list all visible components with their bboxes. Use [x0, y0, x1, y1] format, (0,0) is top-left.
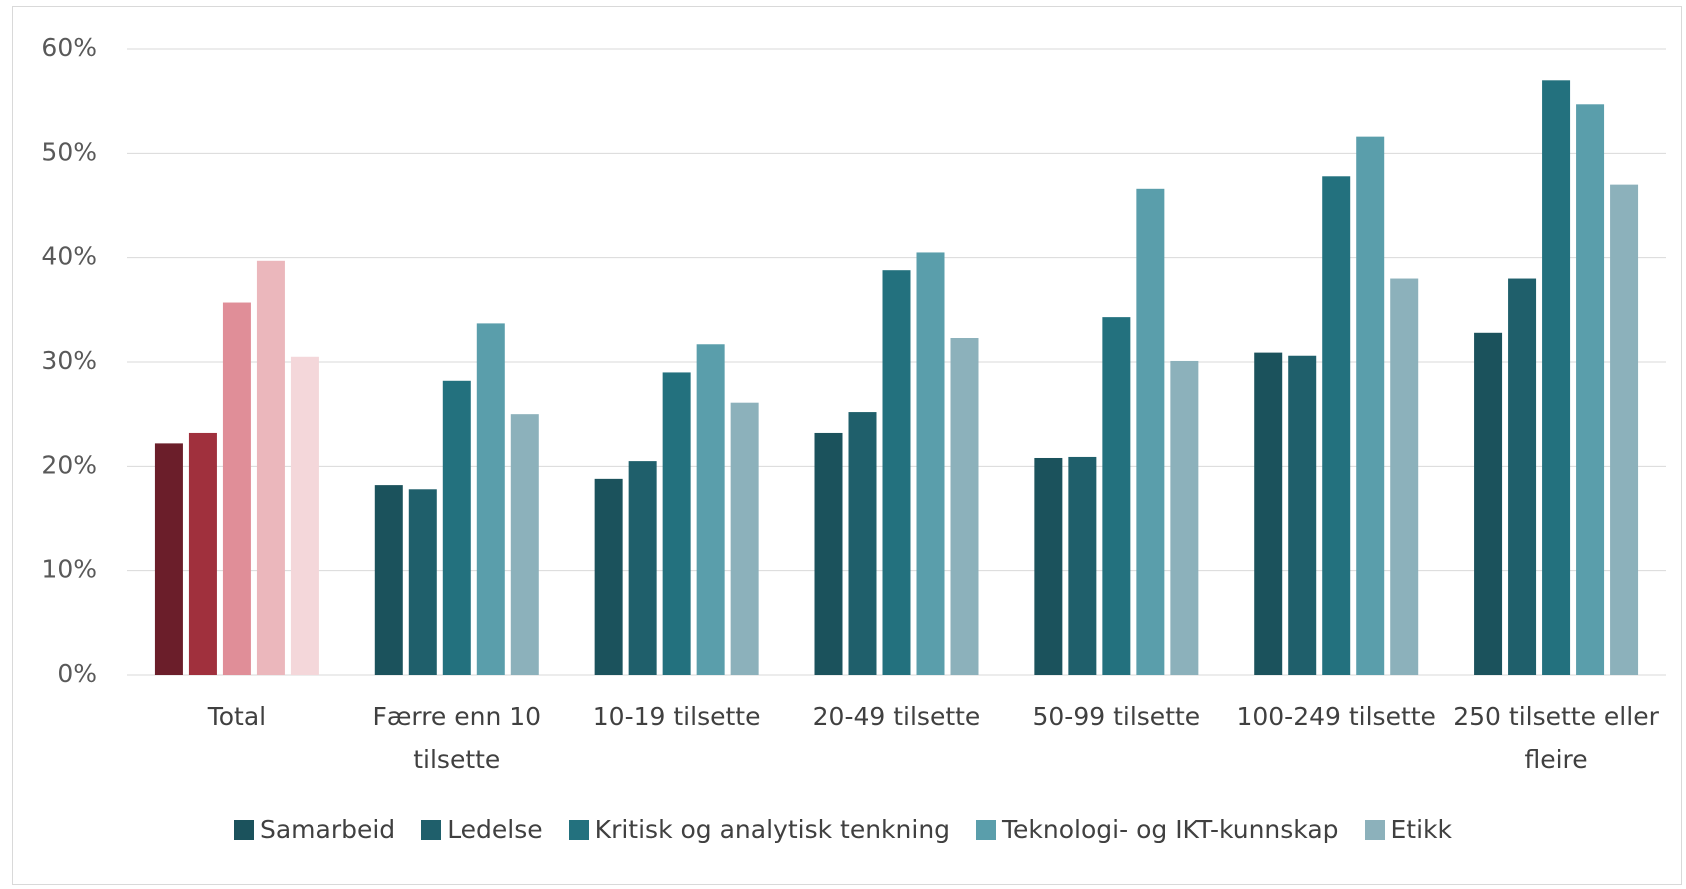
y-tick-label: 0% [57, 659, 97, 688]
bar [442, 380, 471, 675]
legend-label: Teknologi- og IKT-kunnskap [1002, 815, 1339, 844]
bar [1508, 278, 1537, 675]
y-tick-label: 20% [41, 450, 97, 479]
legend-swatch [421, 819, 442, 840]
legend-label: Etikk [1390, 815, 1453, 844]
legend-swatch [976, 819, 997, 840]
legend-item: Teknologi- og IKT-kunnskap [976, 815, 1339, 844]
y-tick-label: 50% [41, 137, 97, 166]
bar [814, 432, 843, 675]
legend-item: Ledelse [421, 815, 543, 844]
bar [1390, 278, 1419, 675]
legend-label: Samarbeid [259, 815, 396, 844]
bar [730, 402, 759, 675]
bar [1034, 457, 1063, 675]
bar [916, 252, 945, 675]
bar [1102, 317, 1131, 675]
legend-item: Etikk [1364, 815, 1453, 844]
legend-swatch [233, 819, 254, 840]
bar [848, 412, 877, 675]
legend: Samarbeid Ledelse Kritisk og analytisk ten… [0, 815, 1686, 844]
legend-label: Kritisk og analytisk tenkning [594, 815, 951, 844]
bar [1356, 136, 1385, 675]
bar [950, 338, 979, 675]
bar [628, 461, 657, 675]
bar [882, 270, 911, 675]
bar [374, 485, 403, 675]
bar [1322, 176, 1351, 675]
bar [188, 432, 217, 675]
bar [1170, 360, 1199, 675]
legend-swatch [1364, 819, 1385, 840]
bar [1610, 184, 1639, 675]
y-tick-label: 40% [41, 242, 97, 271]
x-tick-label: 100-249 tilsette [1236, 702, 1436, 731]
bar [696, 344, 725, 675]
bar [1542, 80, 1571, 676]
bar [510, 414, 539, 675]
y-tick-label: 10% [41, 555, 97, 584]
y-tick-label: 60% [41, 33, 97, 62]
bar [1254, 352, 1283, 675]
legend-item: Kritisk og analytisk tenkning [568, 815, 951, 844]
legend-label: Ledelse [447, 815, 543, 844]
chart-frame [12, 6, 1682, 885]
bar [222, 302, 251, 675]
bar [1576, 104, 1605, 675]
bar [154, 443, 183, 675]
bar [1474, 332, 1503, 675]
x-tick-label: 20-49 tilsette [812, 702, 981, 731]
bar [1068, 456, 1097, 675]
legend-swatch [568, 819, 589, 840]
x-tick-label: Total [207, 702, 267, 731]
x-tick-label: Færre enn 10 tilsette [372, 702, 542, 774]
bar [256, 260, 285, 675]
bar [662, 372, 691, 675]
bar [1136, 188, 1165, 675]
y-tick-label: 30% [41, 346, 97, 375]
x-tick-label: 50-99 tilsette [1032, 702, 1201, 731]
bar [290, 356, 319, 675]
legend-item: Samarbeid [233, 815, 396, 844]
bar [1288, 355, 1317, 675]
bar [594, 478, 623, 675]
x-tick-label: 250 tilsette eller fleire [1453, 702, 1659, 774]
bar [476, 323, 505, 675]
bar [408, 489, 437, 675]
x-tick-label: 10-19 tilsette [592, 702, 761, 731]
